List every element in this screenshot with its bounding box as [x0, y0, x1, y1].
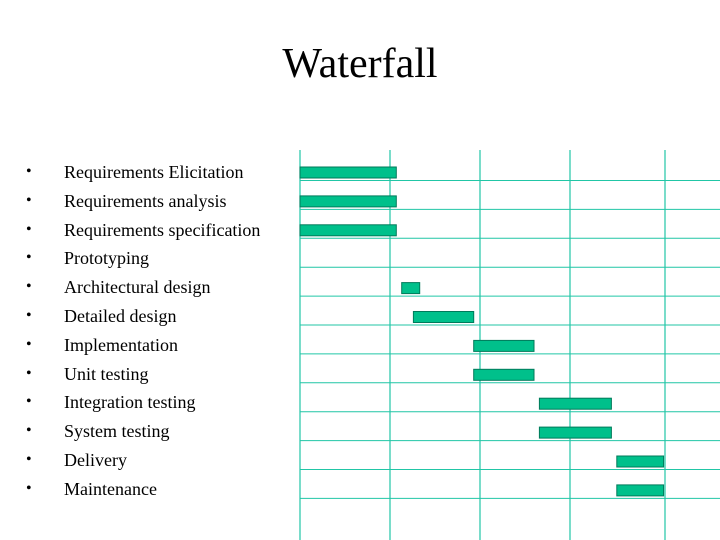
task-list-item: • Maintenance [26, 475, 260, 504]
bullet-icon: • [26, 163, 32, 180]
task-list-item: • Delivery [26, 446, 260, 475]
bullet-icon: • [26, 450, 32, 468]
task-label: Implementation [64, 334, 178, 355]
task-list-item: • Prototyping [26, 244, 260, 273]
task-list: • Requirements Elicitation • Requirements a… [26, 158, 260, 504]
bullet-icon: • [26, 364, 32, 382]
gantt-bar [412, 311, 475, 323]
task-label: Requirements specification [64, 219, 261, 240]
task-label: Delivery [64, 449, 127, 470]
gantt-bar [538, 426, 612, 439]
task-label: Requirements analysis [64, 190, 227, 211]
task-list-item: • Architectural design [26, 273, 260, 302]
bullet-icon: • [26, 306, 32, 324]
bullet-icon: • [26, 393, 32, 411]
task-label: Prototyping [64, 248, 150, 269]
task-list-item: • Requirements Elicitation [26, 158, 260, 187]
gantt-bar [616, 455, 665, 468]
task-label: Maintenance [64, 478, 157, 499]
bullet-icon: • [26, 278, 32, 296]
task-label: Unit testing [64, 363, 149, 384]
task-label: Architectural design [64, 277, 211, 298]
gantt-bar [299, 166, 397, 179]
gantt-bar [473, 368, 535, 381]
task-label: System testing [64, 421, 170, 442]
task-label: Integration testing [64, 392, 196, 413]
gantt-bar [538, 397, 612, 410]
slide-title: Waterfall [282, 41, 438, 87]
gantt-bar [299, 195, 397, 208]
task-list-item: • System testing [26, 417, 260, 446]
task-label: Detailed design [64, 305, 177, 326]
bullet-icon: • [26, 220, 32, 238]
bullet-icon: • [26, 191, 32, 209]
gantt-bar [299, 224, 397, 237]
task-list-item: • Requirements analysis [26, 187, 260, 216]
gantt-bar [473, 339, 535, 352]
task-list-item: • Requirements specification [26, 216, 260, 245]
bullet-icon: • [26, 249, 32, 267]
task-list-item: • Implementation [26, 331, 260, 360]
gantt-bar [616, 484, 665, 497]
task-list-item: • Integration testing [26, 388, 260, 417]
bullet-icon: • [26, 335, 32, 353]
task-list-item: • Unit testing [26, 360, 260, 389]
bullet-icon: • [26, 479, 32, 497]
bullet-icon: • [26, 422, 32, 440]
task-list-item: • Detailed design [26, 302, 260, 331]
task-label: Requirements Elicitation [64, 162, 244, 182]
gantt-bar [401, 282, 421, 295]
